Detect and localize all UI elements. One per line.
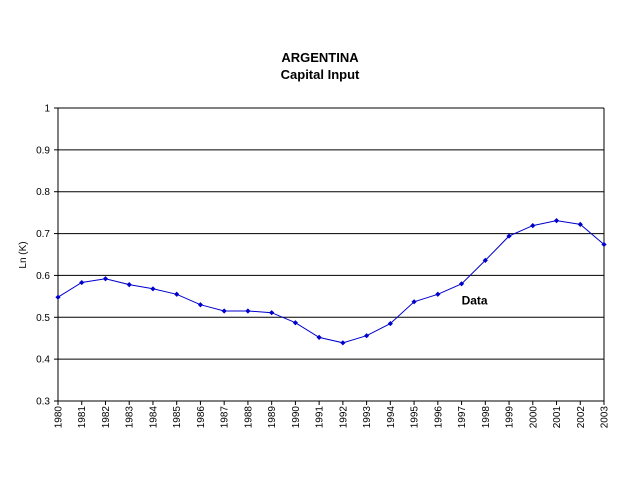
x-tick-label: 1991 [315, 406, 326, 429]
x-tick-label: 1982 [101, 406, 112, 429]
x-tick-label: 1997 [457, 406, 468, 429]
x-tick-label: 2001 [552, 406, 563, 429]
annotations: Data [462, 294, 488, 308]
data-point [506, 233, 512, 239]
x-tick-label: 1999 [505, 406, 516, 429]
data-point [482, 257, 488, 263]
x-tick-label: 1987 [220, 406, 231, 429]
data-point [150, 286, 156, 292]
data-point [269, 310, 275, 316]
x-tick-label: 2000 [528, 406, 539, 429]
data-point [126, 282, 132, 288]
data-point [174, 291, 180, 297]
x-tick-label: 1988 [243, 406, 254, 429]
data-point [197, 302, 204, 308]
data-point [458, 281, 465, 287]
data-point [221, 308, 227, 314]
x-tick-label: 1992 [338, 406, 349, 429]
x-tick-label: 1998 [481, 406, 492, 429]
data-point [55, 294, 61, 300]
data-point [577, 221, 583, 227]
data-point [530, 223, 536, 229]
grid-lines [58, 107, 604, 402]
data-point [292, 320, 298, 326]
y-tick-labels: 0.3 0.4 0.5 0.6 0.7 0.8 0.9 1 [36, 104, 50, 408]
y-tick-label: 0.6 [36, 271, 50, 282]
data-point [364, 333, 370, 339]
x-tick-label: 1990 [291, 406, 302, 429]
y-tick-label: 0.7 [36, 229, 50, 240]
data-point [245, 308, 251, 314]
x-tick-label: 1984 [148, 406, 159, 429]
y-tick-label: 0.5 [36, 313, 50, 324]
x-tick-label: 1986 [196, 406, 207, 429]
data-point [553, 217, 560, 224]
x-tick-label: 1981 [77, 406, 88, 429]
series-annotation: Data [462, 294, 488, 308]
x-tick-labels: 1980 1981 1982 1983 1984 1985 1986 1987 1988 1989… [54, 406, 611, 429]
data-point [435, 291, 441, 297]
chart-title: ARGENTINA [281, 50, 359, 65]
x-tick-label: 1993 [362, 406, 373, 429]
x-tick-label: 1994 [386, 406, 397, 429]
y-tick-label: 0.4 [36, 355, 50, 366]
series-group [55, 217, 607, 346]
y-axis-label: Ln (K) [18, 241, 29, 268]
axes [54, 107, 605, 405]
data-point [411, 299, 417, 305]
data-point [79, 279, 85, 286]
x-tick-label: 1983 [125, 406, 136, 429]
x-tick-label: 1980 [54, 406, 65, 429]
x-tick-label: 1996 [433, 406, 444, 429]
chart-subtitle: Capital Input [280, 67, 360, 82]
x-tick-label: 2002 [576, 406, 587, 429]
data-point [316, 334, 322, 340]
data-point [387, 320, 393, 327]
chart-title-block: ARGENTINA Capital Input [0, 49, 640, 83]
series-line [57, 220, 605, 344]
y-tick-label: 1 [44, 104, 50, 115]
data-point [340, 340, 346, 346]
x-tick-label: 1985 [172, 406, 183, 429]
x-tick-label: 1989 [267, 406, 278, 429]
x-tick-label: 2003 [600, 406, 611, 429]
x-tick-label: 1995 [410, 406, 421, 429]
y-tick-label: 0.9 [36, 145, 50, 156]
data-point [102, 276, 109, 282]
y-tick-label: 0.8 [36, 187, 50, 198]
data-point [601, 241, 607, 248]
y-tick-label: 0.3 [36, 397, 50, 408]
